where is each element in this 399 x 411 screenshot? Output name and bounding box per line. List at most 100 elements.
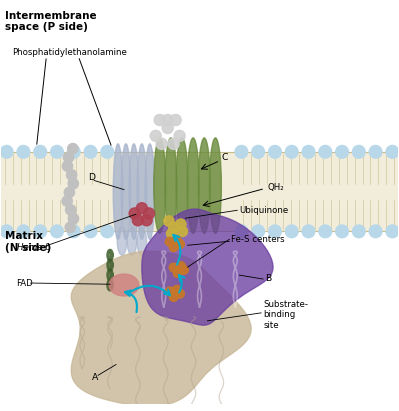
Circle shape <box>65 222 75 233</box>
Circle shape <box>68 143 78 154</box>
Text: QH₂: QH₂ <box>267 183 284 192</box>
Circle shape <box>66 170 77 180</box>
Circle shape <box>63 152 74 163</box>
Text: D: D <box>88 173 95 182</box>
Circle shape <box>62 196 72 206</box>
Circle shape <box>165 287 174 296</box>
Circle shape <box>51 225 63 238</box>
Ellipse shape <box>165 138 177 233</box>
Ellipse shape <box>121 144 131 239</box>
Ellipse shape <box>109 274 139 296</box>
Circle shape <box>34 225 47 238</box>
Text: FAD: FAD <box>17 279 34 288</box>
Circle shape <box>101 145 114 158</box>
Ellipse shape <box>137 227 146 255</box>
Circle shape <box>166 229 177 239</box>
Circle shape <box>154 114 165 126</box>
Circle shape <box>64 187 75 198</box>
Text: Fe-S centers: Fe-S centers <box>231 235 285 244</box>
Ellipse shape <box>198 138 210 233</box>
Circle shape <box>177 226 188 236</box>
Circle shape <box>235 145 248 158</box>
Circle shape <box>176 289 184 298</box>
Circle shape <box>176 240 184 248</box>
Circle shape <box>84 145 97 158</box>
Circle shape <box>176 219 186 229</box>
Circle shape <box>386 145 399 158</box>
Circle shape <box>150 130 161 141</box>
Circle shape <box>62 161 73 171</box>
Text: Substrate-
binding
site: Substrate- binding site <box>263 300 308 330</box>
Circle shape <box>176 261 185 270</box>
Circle shape <box>336 145 348 158</box>
Circle shape <box>17 225 30 238</box>
Circle shape <box>67 225 80 238</box>
Circle shape <box>169 263 178 272</box>
Text: B: B <box>265 274 271 283</box>
Ellipse shape <box>127 227 137 255</box>
Text: Matrix
(N side): Matrix (N side) <box>5 231 51 253</box>
Circle shape <box>162 122 173 134</box>
Circle shape <box>65 205 76 215</box>
Circle shape <box>336 225 348 238</box>
Circle shape <box>319 225 332 238</box>
Circle shape <box>0 145 13 158</box>
Circle shape <box>369 145 382 158</box>
Circle shape <box>169 293 178 301</box>
Circle shape <box>269 225 281 238</box>
Circle shape <box>129 208 140 219</box>
Circle shape <box>101 225 114 238</box>
Bar <box>1 152 398 231</box>
Ellipse shape <box>176 138 188 233</box>
Text: Phosphatidylethanolamine: Phosphatidylethanolamine <box>13 48 128 57</box>
Circle shape <box>319 145 332 158</box>
Circle shape <box>269 145 281 158</box>
Circle shape <box>252 145 265 158</box>
Circle shape <box>169 243 178 252</box>
Circle shape <box>143 208 154 219</box>
Circle shape <box>164 216 174 226</box>
Circle shape <box>165 237 174 246</box>
Circle shape <box>386 225 399 238</box>
Ellipse shape <box>113 144 123 239</box>
Circle shape <box>172 236 181 245</box>
Polygon shape <box>71 251 251 406</box>
Ellipse shape <box>154 138 166 233</box>
Circle shape <box>170 114 181 126</box>
Text: C: C <box>221 153 228 162</box>
Circle shape <box>168 222 179 233</box>
Circle shape <box>84 225 97 238</box>
Circle shape <box>235 225 248 238</box>
Circle shape <box>34 145 47 158</box>
Circle shape <box>173 269 182 277</box>
Circle shape <box>141 215 152 226</box>
Circle shape <box>180 266 188 274</box>
Ellipse shape <box>129 144 139 239</box>
Circle shape <box>68 178 79 189</box>
Ellipse shape <box>145 144 154 239</box>
Circle shape <box>302 225 315 238</box>
Circle shape <box>252 225 265 238</box>
Ellipse shape <box>117 227 127 255</box>
Circle shape <box>68 213 79 224</box>
Circle shape <box>67 145 80 158</box>
Circle shape <box>132 215 143 226</box>
Text: A: A <box>92 373 99 382</box>
Circle shape <box>168 139 179 150</box>
Circle shape <box>162 114 173 126</box>
Circle shape <box>51 145 63 158</box>
Circle shape <box>0 225 13 238</box>
Circle shape <box>285 145 298 158</box>
Circle shape <box>17 145 30 158</box>
Circle shape <box>174 130 185 141</box>
Circle shape <box>136 203 147 214</box>
Ellipse shape <box>209 138 221 233</box>
Circle shape <box>302 145 315 158</box>
Circle shape <box>156 139 167 150</box>
Circle shape <box>352 145 365 158</box>
Polygon shape <box>142 209 273 325</box>
Circle shape <box>172 285 181 294</box>
Text: Intermembrane
space (P side): Intermembrane space (P side) <box>5 11 96 32</box>
Ellipse shape <box>187 138 199 233</box>
Circle shape <box>285 225 298 238</box>
